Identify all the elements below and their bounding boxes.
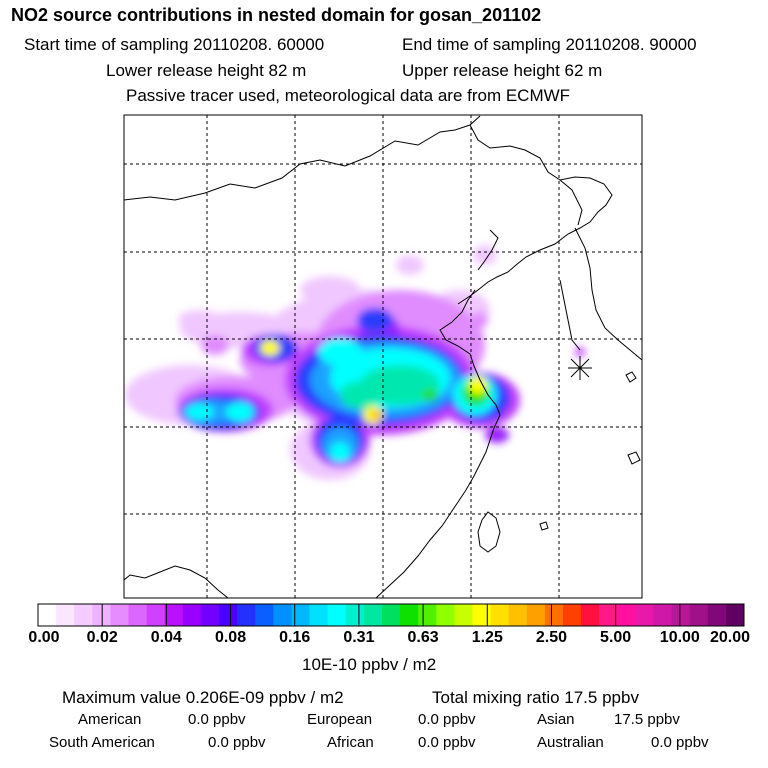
colorbar-swatch bbox=[92, 604, 111, 626]
plume-cell bbox=[226, 402, 254, 422]
plume-cell bbox=[318, 338, 362, 366]
asian-label: Asian bbox=[537, 711, 575, 728]
colorbar-swatch bbox=[526, 604, 546, 626]
colorbar-swatch bbox=[128, 604, 148, 626]
colorbar-swatch bbox=[436, 604, 455, 626]
plume-cell bbox=[410, 302, 470, 338]
colorbar-swatch bbox=[581, 604, 600, 626]
colorbar-label: 0.63 bbox=[407, 629, 439, 646]
colorbar-label: 2.50 bbox=[535, 629, 568, 646]
african-value: 0.0 ppbv bbox=[418, 734, 476, 751]
colorbar-swatch bbox=[237, 604, 256, 626]
plume-cell bbox=[260, 340, 280, 356]
page-title: NO2 source contributions in nested domai… bbox=[11, 5, 542, 25]
colorbar-swatch bbox=[400, 604, 419, 626]
colorbar-unit: 10E-10 ppbv / m2 bbox=[302, 655, 437, 674]
colorbar-swatch bbox=[56, 604, 75, 626]
end-time-text: End time of sampling 20110208. 90000 bbox=[402, 35, 697, 54]
australian-value: 0.0 ppbv bbox=[651, 734, 709, 751]
african-label: African bbox=[327, 734, 374, 751]
colorbar-swatch bbox=[273, 604, 292, 626]
upper-height-text: Upper release height 62 m bbox=[402, 61, 603, 80]
plume-cell bbox=[469, 376, 487, 394]
star-receptor-icon bbox=[568, 356, 592, 380]
plume-cell bbox=[340, 381, 380, 409]
colorbar-swatch bbox=[291, 604, 311, 626]
colorbar-swatch bbox=[110, 604, 130, 626]
colorbar-swatch bbox=[725, 604, 745, 626]
colorbar-label: 5.00 bbox=[600, 629, 632, 646]
colorbar-swatch bbox=[653, 604, 673, 626]
colorbar-swatch bbox=[381, 604, 401, 626]
total-mixing-text: Total mixing ratio 17.5 ppbv bbox=[432, 688, 639, 707]
american-label: American bbox=[78, 711, 142, 728]
map-border bbox=[123, 114, 643, 599]
european-value: 0.0 ppbv bbox=[418, 711, 476, 728]
colorbar-label: 0.16 bbox=[279, 629, 311, 646]
colorbar-label: 1.25 bbox=[471, 629, 503, 646]
colorbar-swatch bbox=[472, 604, 492, 626]
colorbar-swatch bbox=[164, 604, 184, 626]
colorbar-swatch bbox=[418, 604, 437, 626]
lower-height-text: Lower release height 82 m bbox=[106, 61, 307, 80]
plume-cell bbox=[201, 335, 229, 355]
south-american-value: 0.0 ppbv bbox=[208, 734, 266, 751]
colorbar-swatch bbox=[508, 604, 528, 626]
asian-value: 17.5 ppbv bbox=[614, 711, 680, 728]
colorbar-swatch bbox=[200, 604, 220, 626]
plume-cell bbox=[357, 308, 393, 332]
plume-cell bbox=[472, 312, 488, 328]
coastlines bbox=[124, 115, 642, 598]
tracer-note-text: Passive tracer used, meteorological data… bbox=[126, 86, 571, 105]
plume-cell bbox=[396, 255, 424, 275]
colorbar-swatch bbox=[182, 604, 202, 626]
plume-cell bbox=[330, 442, 350, 462]
plume-cell bbox=[178, 310, 222, 330]
plume-cell bbox=[422, 389, 438, 401]
european-label: European bbox=[307, 711, 373, 728]
colorbar-swatch bbox=[309, 604, 329, 626]
colorbar-swatch bbox=[617, 604, 636, 626]
colorbar-label: 0.04 bbox=[150, 629, 182, 646]
colorbar-swatch bbox=[689, 604, 709, 626]
colorbar-label: 0.31 bbox=[343, 629, 375, 646]
colorbar-swatch bbox=[363, 604, 383, 626]
plume-cell bbox=[575, 347, 585, 357]
plume-cell bbox=[473, 245, 497, 265]
colorbar-swatch bbox=[707, 604, 727, 626]
colorbar-label: 10.00 bbox=[659, 629, 700, 646]
no2-plume bbox=[125, 245, 585, 480]
colorbar-swatch bbox=[327, 604, 347, 626]
colorbar-swatch bbox=[255, 604, 274, 626]
plume-cell bbox=[186, 404, 214, 420]
colorbar-swatch bbox=[74, 604, 93, 626]
colorbar-swatch bbox=[544, 604, 564, 626]
colorbar-label: 0.00 bbox=[28, 629, 60, 646]
colorbar-border bbox=[37, 603, 745, 627]
start-time-text: Start time of sampling 20110208. 60000 bbox=[24, 35, 325, 54]
plume-cell bbox=[371, 410, 381, 420]
south-american-label: South American bbox=[49, 734, 155, 751]
colorbar-swatch bbox=[38, 604, 57, 626]
colorbar-label: 20.00 bbox=[709, 629, 751, 646]
colorbar-swatch bbox=[490, 604, 510, 626]
colorbar bbox=[37, 603, 745, 627]
colorbar-swatch bbox=[146, 604, 166, 626]
graticule bbox=[124, 115, 642, 598]
colorbar-swatch bbox=[454, 604, 473, 626]
plume-cell bbox=[485, 427, 509, 443]
colorbar-swatch bbox=[635, 604, 654, 626]
colorbar-swatch bbox=[345, 604, 365, 626]
colorbar-swatch bbox=[562, 604, 582, 626]
colorbar-label: 0.02 bbox=[86, 629, 118, 646]
colorbar-swatch bbox=[671, 604, 691, 626]
australian-label: Australian bbox=[537, 734, 604, 751]
colorbar-swatch bbox=[219, 604, 238, 626]
max-value-text: Maximum value 0.206E-09 ppbv / m2 bbox=[62, 688, 344, 707]
american-value: 0.0 ppbv bbox=[188, 711, 246, 728]
map-panel bbox=[124, 115, 642, 598]
colorbar-swatch bbox=[599, 604, 618, 626]
colorbar-label: 0.08 bbox=[214, 629, 247, 646]
